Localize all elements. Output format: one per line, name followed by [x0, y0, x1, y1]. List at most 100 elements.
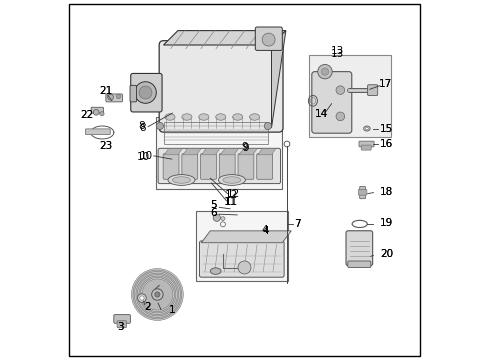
Ellipse shape	[140, 296, 144, 300]
Polygon shape	[183, 149, 201, 155]
Circle shape	[335, 112, 344, 121]
Text: 5: 5	[210, 200, 217, 210]
Circle shape	[139, 86, 152, 99]
Text: 6: 6	[210, 208, 217, 218]
Text: 22: 22	[80, 110, 93, 120]
Text: 15: 15	[379, 124, 392, 134]
Text: 18: 18	[379, 186, 392, 197]
Polygon shape	[163, 31, 285, 45]
Circle shape	[321, 68, 328, 75]
Circle shape	[335, 86, 344, 94]
Ellipse shape	[199, 114, 208, 120]
Text: 17: 17	[378, 78, 391, 89]
Circle shape	[131, 269, 183, 320]
Text: 20: 20	[379, 249, 392, 259]
Circle shape	[137, 274, 177, 315]
Text: 17: 17	[378, 78, 391, 89]
Circle shape	[264, 122, 271, 130]
Text: 9: 9	[241, 141, 248, 152]
Polygon shape	[220, 149, 238, 155]
Ellipse shape	[232, 114, 242, 120]
Text: 11: 11	[224, 197, 237, 207]
FancyBboxPatch shape	[114, 315, 130, 323]
Polygon shape	[201, 231, 291, 243]
Text: 13: 13	[330, 46, 343, 56]
Circle shape	[156, 122, 163, 130]
Text: 9: 9	[242, 143, 248, 153]
Ellipse shape	[223, 177, 241, 183]
Text: 1: 1	[168, 305, 175, 315]
Text: 4: 4	[262, 226, 268, 236]
Circle shape	[100, 112, 104, 116]
FancyBboxPatch shape	[117, 321, 126, 328]
FancyBboxPatch shape	[238, 154, 253, 179]
Text: 23: 23	[99, 141, 112, 151]
Bar	[309, 55, 390, 137]
FancyBboxPatch shape	[130, 85, 136, 102]
Circle shape	[238, 261, 250, 274]
Polygon shape	[164, 149, 182, 155]
Text: 10: 10	[137, 152, 150, 162]
Text: 16: 16	[379, 139, 392, 149]
Circle shape	[134, 271, 180, 318]
Text: 19: 19	[379, 218, 392, 228]
Text: 13: 13	[330, 49, 343, 59]
Circle shape	[133, 270, 182, 319]
Text: 4: 4	[261, 225, 268, 235]
Ellipse shape	[215, 114, 225, 120]
Text: 12: 12	[225, 190, 238, 200]
Text: 8: 8	[140, 123, 146, 133]
Text: 10: 10	[140, 151, 153, 161]
Text: 22: 22	[80, 110, 93, 120]
Ellipse shape	[363, 126, 369, 131]
Text: 21: 21	[99, 86, 112, 96]
Circle shape	[213, 214, 220, 221]
FancyBboxPatch shape	[85, 129, 110, 135]
FancyBboxPatch shape	[367, 85, 377, 95]
FancyBboxPatch shape	[130, 73, 162, 112]
Text: 1: 1	[168, 305, 175, 315]
Bar	[196, 211, 287, 281]
Circle shape	[142, 279, 173, 310]
FancyBboxPatch shape	[359, 186, 365, 199]
Circle shape	[116, 94, 121, 99]
FancyBboxPatch shape	[358, 189, 366, 195]
Text: 20: 20	[379, 249, 392, 259]
Ellipse shape	[137, 294, 146, 302]
Text: 18: 18	[379, 186, 392, 197]
Polygon shape	[271, 31, 285, 128]
Text: 16: 16	[379, 139, 392, 149]
Ellipse shape	[249, 114, 259, 120]
Circle shape	[134, 82, 156, 103]
FancyBboxPatch shape	[182, 154, 197, 179]
FancyBboxPatch shape	[219, 154, 235, 179]
Text: 6: 6	[210, 208, 217, 218]
Circle shape	[317, 64, 331, 79]
Polygon shape	[239, 149, 257, 155]
Ellipse shape	[164, 114, 175, 120]
Circle shape	[155, 292, 160, 297]
Text: 8: 8	[138, 121, 145, 131]
Circle shape	[151, 289, 163, 300]
Text: 19: 19	[379, 218, 392, 228]
Text: 7: 7	[294, 219, 301, 229]
FancyBboxPatch shape	[91, 107, 103, 113]
FancyBboxPatch shape	[256, 154, 272, 179]
Text: 14: 14	[314, 109, 327, 120]
Text: 14: 14	[314, 109, 327, 120]
Ellipse shape	[168, 175, 195, 185]
Circle shape	[107, 94, 113, 100]
Ellipse shape	[182, 114, 192, 120]
Text: 2: 2	[144, 302, 151, 312]
Ellipse shape	[172, 177, 190, 183]
FancyBboxPatch shape	[311, 72, 351, 133]
Text: 11: 11	[225, 197, 238, 207]
Text: 15: 15	[379, 124, 392, 134]
Circle shape	[136, 273, 179, 316]
Circle shape	[262, 33, 275, 46]
FancyBboxPatch shape	[199, 241, 284, 277]
Ellipse shape	[220, 217, 224, 220]
Bar	[163, 122, 267, 144]
Circle shape	[93, 109, 99, 115]
Bar	[156, 117, 282, 189]
